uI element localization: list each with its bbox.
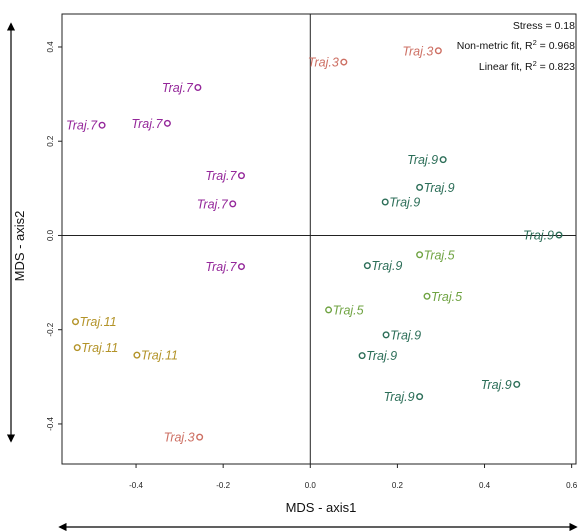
point-traj-9: Traj.9 xyxy=(363,259,402,273)
point-traj-7: Traj.7 xyxy=(205,169,245,183)
point-marker xyxy=(513,380,521,388)
point-marker xyxy=(381,198,389,206)
y-tick-label: 0.0 xyxy=(46,229,55,241)
point-marker xyxy=(423,292,431,300)
point-marker xyxy=(416,183,424,191)
point-traj-11: Traj.11 xyxy=(133,349,178,363)
point-traj-7: Traj.7 xyxy=(162,81,202,95)
point-marker xyxy=(229,200,237,208)
point-label: Traj.9 xyxy=(384,390,415,404)
point-label: Traj.3 xyxy=(308,56,339,70)
point-marker xyxy=(340,58,348,66)
point-marker xyxy=(237,263,245,271)
point-traj-9: Traj.9 xyxy=(358,349,397,363)
point-traj-5: Traj.5 xyxy=(416,248,455,262)
stress-annotation: Stress = 0.18 xyxy=(513,20,575,32)
point-label: Traj.9 xyxy=(407,153,438,167)
point-marker xyxy=(72,318,80,326)
x-tick-label: 0.4 xyxy=(479,481,491,490)
point-label: Traj.9 xyxy=(371,259,402,273)
point-label: Traj.7 xyxy=(131,117,163,131)
point-traj-9: Traj.9 xyxy=(523,228,563,242)
point-traj-5: Traj.5 xyxy=(325,303,364,317)
y-tick-label: -0.2 xyxy=(46,322,55,336)
point-marker xyxy=(416,393,424,401)
point-label: Traj.5 xyxy=(424,248,455,262)
point-marker xyxy=(363,262,371,270)
x-tick-label: -0.4 xyxy=(129,481,143,490)
point-marker xyxy=(434,47,442,55)
nonmetric-fit-value: = 0.968 xyxy=(537,40,575,52)
linear-fit-prefix: Linear fit, R xyxy=(479,61,533,73)
plot-frame xyxy=(61,13,577,465)
point-label: Traj.3 xyxy=(402,44,433,58)
point-label: Traj.3 xyxy=(164,431,195,445)
x-tick-label: 0.6 xyxy=(566,481,578,490)
linear-fit-annotation: Linear fit, R2 = 0.823 xyxy=(479,59,575,73)
point-traj-3: Traj.3 xyxy=(308,56,348,70)
y-tick-label: -0.4 xyxy=(46,417,55,431)
x-axis-title: MDS - axis1 xyxy=(286,500,357,515)
y-tick-label: 0.4 xyxy=(46,41,55,53)
point-marker xyxy=(196,433,204,441)
point-marker xyxy=(382,331,390,339)
point-marker xyxy=(133,351,141,359)
linear-fit-value: = 0.823 xyxy=(537,61,575,73)
point-traj-7: Traj.7 xyxy=(197,197,237,211)
point-traj-11: Traj.11 xyxy=(73,341,118,355)
point-traj-9: Traj.9 xyxy=(384,390,424,404)
point-marker xyxy=(98,121,106,129)
x-axis-ticks: -0.4 -0.2 0.0 0.2 0.4 0.6 xyxy=(129,464,578,490)
point-label: Traj.7 xyxy=(205,260,237,274)
point-label: Traj.7 xyxy=(205,169,237,183)
point-marker xyxy=(73,344,81,352)
point-label: Traj.9 xyxy=(481,378,512,392)
point-label: Traj.11 xyxy=(80,315,117,329)
point-label: Traj.11 xyxy=(81,341,118,355)
linear-fit-exponent: 2 xyxy=(533,59,537,68)
point-label: Traj.7 xyxy=(66,119,98,133)
point-label: Traj.9 xyxy=(424,181,455,195)
y-tick-label: 0.2 xyxy=(46,135,55,147)
point-marker xyxy=(555,231,563,239)
point-label: Traj.9 xyxy=(366,349,397,363)
point-marker xyxy=(194,84,202,92)
point-label: Traj.11 xyxy=(141,349,178,363)
point-label: Traj.9 xyxy=(389,196,420,210)
point-traj-9: Traj.9 xyxy=(381,196,420,210)
point-label: Traj.7 xyxy=(162,81,194,95)
point-label: Traj.7 xyxy=(197,197,229,211)
point-marker xyxy=(416,251,424,259)
x-tick-label: 0.2 xyxy=(392,481,404,490)
point-marker xyxy=(439,156,447,164)
nonmetric-fit-exponent: 2 xyxy=(533,38,537,47)
point-marker xyxy=(358,352,366,360)
point-marker xyxy=(163,119,171,127)
point-label: Traj.9 xyxy=(390,328,421,342)
point-traj-9: Traj.9 xyxy=(416,181,455,195)
point-marker xyxy=(325,306,333,314)
data-points: Traj.3 Traj.3 Traj.3 Traj.7 Traj.7 Traj.7 Traj… xyxy=(66,44,563,445)
point-traj-7: Traj.7 xyxy=(205,260,245,274)
point-traj-5: Traj.5 xyxy=(423,290,462,304)
point-traj-9: Traj.9 xyxy=(407,153,447,167)
x-tick-label: -0.2 xyxy=(216,481,230,490)
nonmetric-fit-prefix: Non-metric fit, R xyxy=(457,40,533,52)
point-traj-11: Traj.11 xyxy=(72,315,117,329)
point-traj-7: Traj.7 xyxy=(66,119,106,133)
point-label: Traj.9 xyxy=(523,228,554,242)
point-marker xyxy=(237,172,245,180)
point-traj-9: Traj.9 xyxy=(382,328,421,342)
point-label: Traj.5 xyxy=(431,290,462,304)
y-axis-ticks: -0.4 -0.2 0.0 0.2 0.4 xyxy=(46,41,62,431)
point-traj-7: Traj.7 xyxy=(131,117,171,131)
point-traj-3: Traj.3 xyxy=(164,431,204,445)
point-traj-9: Traj.9 xyxy=(481,378,521,392)
point-traj-3: Traj.3 xyxy=(402,44,442,58)
x-tick-label: 0.0 xyxy=(305,481,317,490)
nonmetric-fit-annotation: Non-metric fit, R2 = 0.968 xyxy=(457,38,575,52)
y-axis-title: MDS - axis2 xyxy=(12,211,27,282)
point-label: Traj.5 xyxy=(333,303,364,317)
